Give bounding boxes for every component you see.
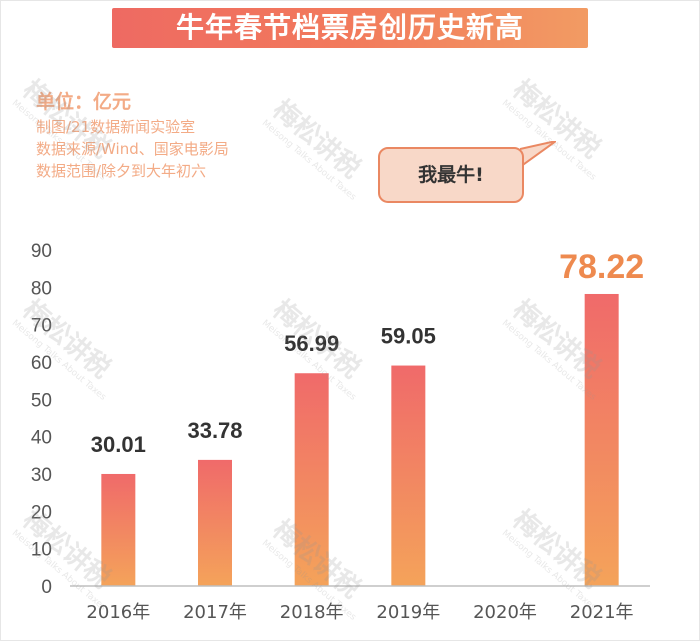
y-tick-label: 0 — [41, 577, 52, 598]
data-label: 30.01 — [91, 432, 146, 457]
data-label: 78.22 — [559, 248, 644, 286]
y-tick-label: 90 — [31, 241, 52, 262]
range-line: 数据范围/除夕到大年初六 — [36, 162, 207, 180]
source-line: 数据来源/Wind、国家电影局 — [36, 140, 229, 158]
chart-title: 牛年春节档票房创历史新高 — [112, 8, 588, 48]
y-tick-label: 50 — [31, 390, 52, 411]
y-tick-label: 60 — [31, 353, 52, 374]
bar — [294, 373, 329, 586]
x-axis: 2016年 2017年 2018年 2019年 2020年 2021年 — [70, 585, 650, 623]
bars — [101, 293, 619, 586]
y-tick-label: 30 — [31, 465, 52, 486]
data-labels: 30.01 33.78 56.99 59.05 78.22 — [91, 248, 644, 457]
bar — [391, 365, 426, 586]
data-label: 33.78 — [187, 418, 242, 443]
x-tick-label: 2017年 — [183, 602, 247, 623]
y-axis: 0 10 20 30 40 50 60 70 80 90 — [31, 241, 52, 598]
x-tick-label: 2021年 — [570, 602, 634, 623]
x-tick-label: 2018年 — [280, 602, 344, 623]
bar — [198, 459, 232, 586]
y-tick-label: 10 — [31, 540, 52, 561]
chart-meta: 单位：亿元 制图/21数据新闻实验室 数据来源/Wind、国家电影局 数据范围/… — [36, 88, 229, 182]
y-tick-label: 70 — [31, 316, 52, 337]
callout-bubble: 我最牛! — [378, 147, 524, 203]
unit-label: 单位：亿元 — [36, 91, 132, 113]
x-tick-label: 2020年 — [473, 602, 537, 623]
data-label: 56.99 — [284, 331, 339, 356]
y-tick-label: 80 — [31, 278, 52, 299]
y-tick-label: 20 — [31, 502, 52, 523]
data-label: 59.05 — [381, 324, 436, 349]
y-tick-label: 40 — [31, 428, 52, 449]
x-tick-label: 2016年 — [86, 602, 150, 623]
x-tick-label: 2019年 — [376, 602, 440, 623]
bar — [101, 473, 136, 586]
credit-line: 制图/21数据新闻实验室 — [36, 118, 196, 136]
bar — [584, 293, 619, 586]
